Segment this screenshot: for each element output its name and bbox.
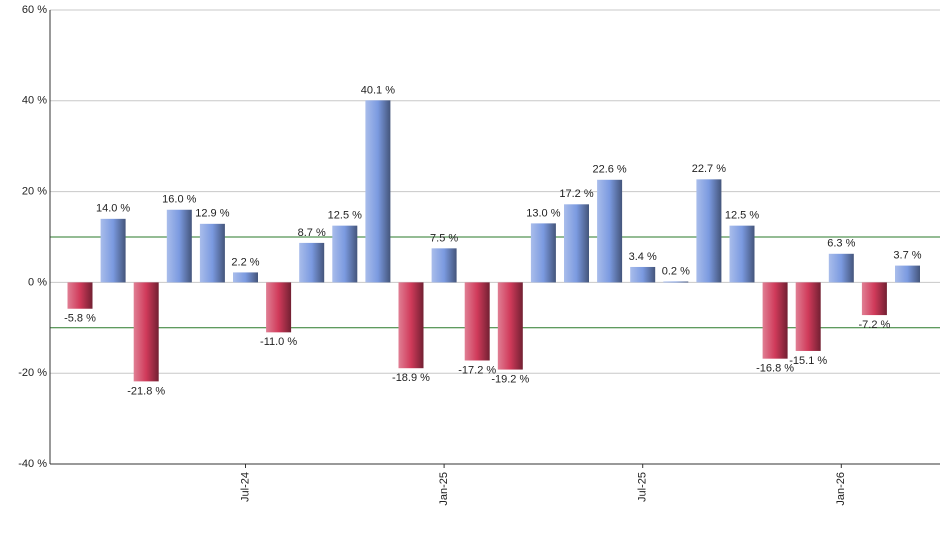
bar bbox=[861, 282, 887, 316]
value-label: 3.4 % bbox=[629, 251, 657, 263]
y-tick-label: 0 % bbox=[28, 276, 47, 288]
bar bbox=[299, 242, 325, 283]
value-label: 12.5 % bbox=[725, 210, 759, 222]
y-tick-label: -20 % bbox=[18, 367, 47, 379]
value-label: 14.0 % bbox=[96, 203, 130, 215]
value-label: 13.0 % bbox=[526, 207, 560, 219]
value-label: 12.9 % bbox=[195, 208, 229, 220]
value-label: -16.8 % bbox=[756, 363, 794, 375]
bar bbox=[630, 266, 656, 283]
bar bbox=[233, 272, 258, 283]
bar bbox=[199, 223, 225, 283]
y-tick-label: 40 % bbox=[22, 95, 47, 107]
bar bbox=[166, 209, 192, 283]
x-tick-label: Jul-24 bbox=[239, 472, 251, 502]
bar bbox=[564, 204, 589, 283]
bar bbox=[67, 282, 93, 309]
bar bbox=[100, 218, 126, 283]
value-label: 8.7 % bbox=[298, 227, 326, 239]
bar bbox=[464, 282, 490, 361]
x-tick-label: Jan-26 bbox=[835, 472, 847, 506]
value-label: 17.2 % bbox=[559, 188, 593, 200]
value-label: 40.1 % bbox=[361, 84, 395, 96]
bar bbox=[133, 282, 159, 382]
value-label: 3.7 % bbox=[893, 250, 921, 262]
bar bbox=[762, 282, 788, 359]
value-label: 12.5 % bbox=[328, 210, 362, 222]
bar bbox=[365, 100, 391, 283]
value-label: -7.2 % bbox=[859, 319, 891, 331]
bar bbox=[663, 281, 689, 283]
y-tick-label: -40 % bbox=[18, 458, 47, 470]
y-tick-label: 60 % bbox=[22, 4, 47, 16]
bar bbox=[597, 179, 623, 283]
bar bbox=[332, 225, 358, 283]
value-label: -21.8 % bbox=[127, 385, 165, 397]
value-label: -17.2 % bbox=[458, 364, 496, 376]
x-tick-label: Jul-25 bbox=[637, 472, 649, 502]
value-label: 7.5 % bbox=[430, 232, 458, 244]
value-label: 16.0 % bbox=[162, 194, 196, 206]
bar bbox=[696, 179, 722, 283]
value-label: 0.2 % bbox=[662, 265, 690, 277]
x-tick-label: Jan-25 bbox=[438, 472, 450, 506]
bar bbox=[398, 282, 424, 369]
y-tick-label: 20 % bbox=[22, 186, 47, 198]
value-label: 22.6 % bbox=[592, 164, 626, 176]
bar bbox=[729, 225, 755, 283]
bar bbox=[795, 282, 821, 351]
value-label: 6.3 % bbox=[827, 238, 855, 250]
value-label: 22.7 % bbox=[692, 163, 726, 175]
bar bbox=[431, 248, 457, 283]
bar bbox=[895, 265, 920, 283]
bar bbox=[266, 282, 292, 333]
value-label: -19.2 % bbox=[491, 373, 529, 385]
value-label: 2.2 % bbox=[231, 256, 259, 268]
bar bbox=[530, 223, 556, 283]
value-label: -5.8 % bbox=[64, 313, 96, 325]
bar bbox=[828, 253, 854, 283]
value-label: -15.1 % bbox=[789, 355, 827, 367]
value-label: -18.9 % bbox=[392, 372, 430, 384]
bar bbox=[497, 282, 523, 370]
value-label: -11.0 % bbox=[260, 336, 297, 348]
